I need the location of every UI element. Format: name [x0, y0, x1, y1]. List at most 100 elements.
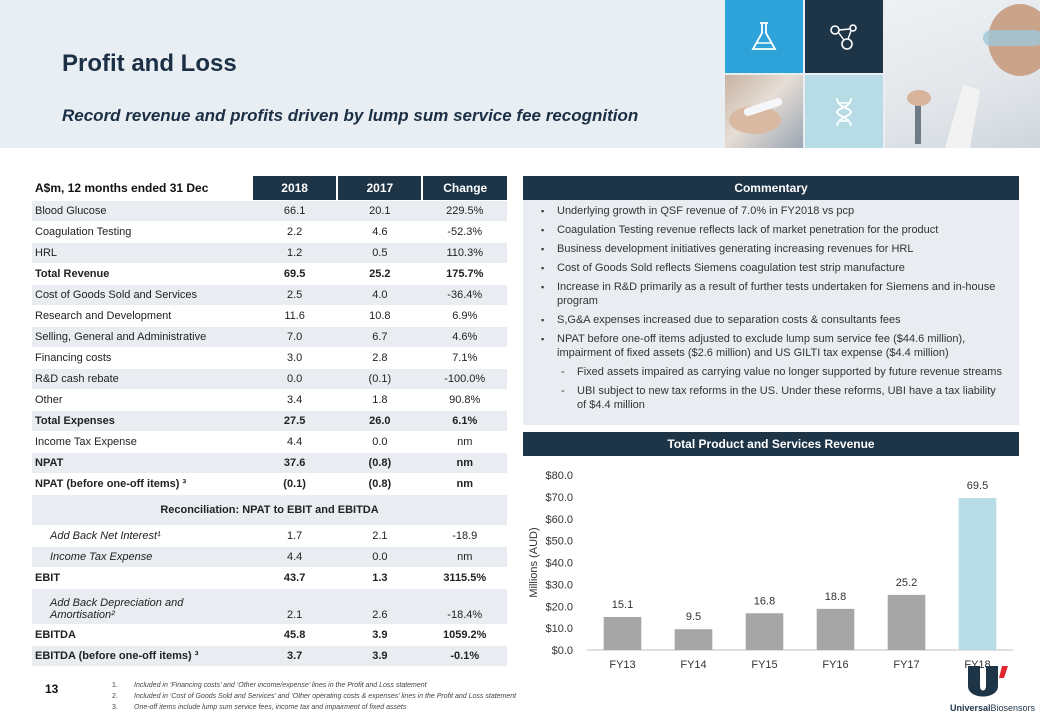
table-row: EBITDA 45.8 3.9 1059.2%	[32, 624, 507, 646]
commentary-sub-bullet: UBI subject to new tax reforms in the US…	[557, 384, 1005, 412]
commentary-panel: Underlying growth in QSF revenue of 7.0%…	[523, 200, 1019, 425]
universal-biosensors-logo	[968, 666, 1008, 697]
y-axis-label: Millions (AUD)	[528, 527, 540, 597]
value-2017: 4.6	[337, 221, 423, 243]
scientist-photo	[885, 0, 1040, 148]
value-change: -36.4%	[422, 284, 507, 306]
row-label: Selling, General and Administrative	[32, 326, 252, 348]
bar-fy14	[674, 629, 713, 650]
row-label: Blood Glucose	[32, 200, 252, 222]
pl-table: A$m, 12 months ended 31 Dec 2018 2017 Ch…	[32, 176, 507, 667]
value-2017: 10.8	[337, 305, 423, 327]
value-change: -100.0%	[422, 368, 507, 390]
page-subtitle: Record revenue and profits driven by lum…	[62, 106, 639, 125]
value-2017: 0.5	[337, 242, 423, 264]
commentary-bullet: NPAT before one-off items adjusted to ex…	[541, 332, 1005, 360]
value-2017: 3.9	[337, 645, 423, 667]
value-2017: 26.0	[337, 410, 423, 432]
y-tick-label: $50.0	[545, 536, 573, 548]
value-change: -0.1%	[422, 645, 507, 667]
value-2018: 37.6	[252, 452, 338, 474]
chart-header: Total Product and Services Revenue	[523, 432, 1019, 456]
value-2018: 1.2	[252, 242, 338, 264]
brand-light: Biosensors	[990, 703, 1036, 713]
value-2018: 2.5	[252, 284, 338, 306]
commentary-header: Commentary	[523, 176, 1019, 200]
brand-bold: Universal	[950, 703, 991, 713]
y-tick-label: $60.0	[545, 514, 573, 526]
footnote: 1. Included in ‘Financing costs’ and ‘Oth…	[112, 680, 516, 691]
table-row: Total Revenue 69.5 25.2 175.7%	[32, 263, 507, 285]
y-tick-label: $20.0	[545, 601, 573, 613]
value-change: -18.4%	[422, 588, 507, 625]
value-2017: 2.1	[337, 525, 423, 547]
value-2018: 4.4	[252, 546, 338, 568]
table-row: Add Back Net Interest¹ 1.7 2.1 -18.9	[32, 525, 507, 547]
value-2017: (0.1)	[337, 368, 423, 390]
footnote-text: Included in ‘Financing costs’ and ‘Other…	[134, 682, 427, 689]
row-label: NPAT	[32, 452, 252, 474]
footnote-number: 1.	[112, 682, 118, 689]
value-change: 7.1%	[422, 347, 507, 369]
commentary-bullet: Coagulation Testing revenue reflects lac…	[541, 223, 1005, 237]
value-change: 4.6%	[422, 326, 507, 348]
value-change: 110.3%	[422, 242, 507, 264]
value-2018: 7.0	[252, 326, 338, 348]
bar-fy18	[958, 497, 997, 650]
table-header-change: Change	[421, 176, 507, 201]
row-label: EBITDA (before one-off items) ³	[32, 645, 252, 667]
value-2017: 3.9	[337, 624, 423, 646]
value-change: 6.1%	[422, 410, 507, 432]
y-tick-label: $30.0	[545, 579, 573, 591]
footnote-text: One-off items include lump sum service f…	[134, 704, 407, 711]
value-change: nm	[422, 546, 507, 568]
flask-icon	[751, 21, 777, 50]
value-2017: 2.8	[337, 347, 423, 369]
table-row: Income Tax Expense 4.4 0.0 nm	[32, 431, 507, 453]
value-change: 175.7%	[422, 263, 507, 285]
page-title: Profit and Loss	[62, 50, 237, 77]
value-2017: (0.8)	[337, 473, 423, 495]
x-tick-label: FY15	[751, 659, 777, 671]
table-row: NPAT 37.6 (0.8) nm	[32, 452, 507, 474]
value-change: -18.9	[422, 525, 507, 547]
commentary-list: Underlying growth in QSF revenue of 7.0%…	[523, 200, 1019, 412]
y-tick-label: $80.0	[545, 470, 573, 482]
table-header-label: A$m, 12 months ended 31 Dec	[32, 176, 252, 201]
y-tick-label: $10.0	[545, 623, 573, 635]
row-label: Total Revenue	[32, 263, 252, 285]
value-2018: 3.7	[252, 645, 338, 667]
bar-fy15	[745, 613, 784, 650]
value-2017: 4.0	[337, 284, 423, 306]
row-label: Add Back Net Interest¹	[32, 525, 252, 547]
value-2018: 43.7	[252, 567, 338, 589]
table-header-2017: 2017	[336, 176, 423, 201]
value-2017: 25.2	[337, 263, 423, 285]
value-2018: 1.7	[252, 525, 338, 547]
value-2018: 2.2	[252, 221, 338, 243]
value-2017: 6.7	[337, 326, 423, 348]
bar-value-label: 9.5	[686, 611, 701, 623]
molecule-icon	[830, 23, 857, 50]
hands-photo	[725, 75, 803, 148]
row-label: EBIT	[32, 567, 252, 589]
row-label: Cost of Goods Sold and Services	[32, 284, 252, 306]
table-row: Cost of Goods Sold and Services 2.5 4.0 -36…	[32, 284, 507, 306]
row-label: NPAT (before one-off items) ³	[32, 473, 252, 495]
value-change: 6.9%	[422, 305, 507, 327]
row-label: Other	[32, 389, 252, 411]
value-2018: 69.5	[252, 263, 338, 285]
value-2018: 4.4	[252, 431, 338, 453]
dna-tile	[805, 75, 883, 148]
table-row: Research and Development 11.6 10.8 6.9%	[32, 305, 507, 327]
commentary-bullet: Underlying growth in QSF revenue of 7.0%…	[541, 204, 1005, 218]
value-2017: 1.3	[337, 567, 423, 589]
reconciliation-title: Reconciliation: NPAT to EBIT and EBITDA	[32, 494, 507, 526]
y-tick-label: $0.0	[552, 645, 573, 657]
footnote: 2. Included in ‘Cost of Goods Sold and Se…	[112, 691, 516, 702]
bar-value-label: 25.2	[896, 577, 917, 589]
table-row: EBIT 43.7 1.3 3115.5%	[32, 567, 507, 589]
y-tick-label: $70.0	[545, 492, 573, 504]
row-label: HRL	[32, 242, 252, 264]
flask-tile	[725, 0, 803, 73]
